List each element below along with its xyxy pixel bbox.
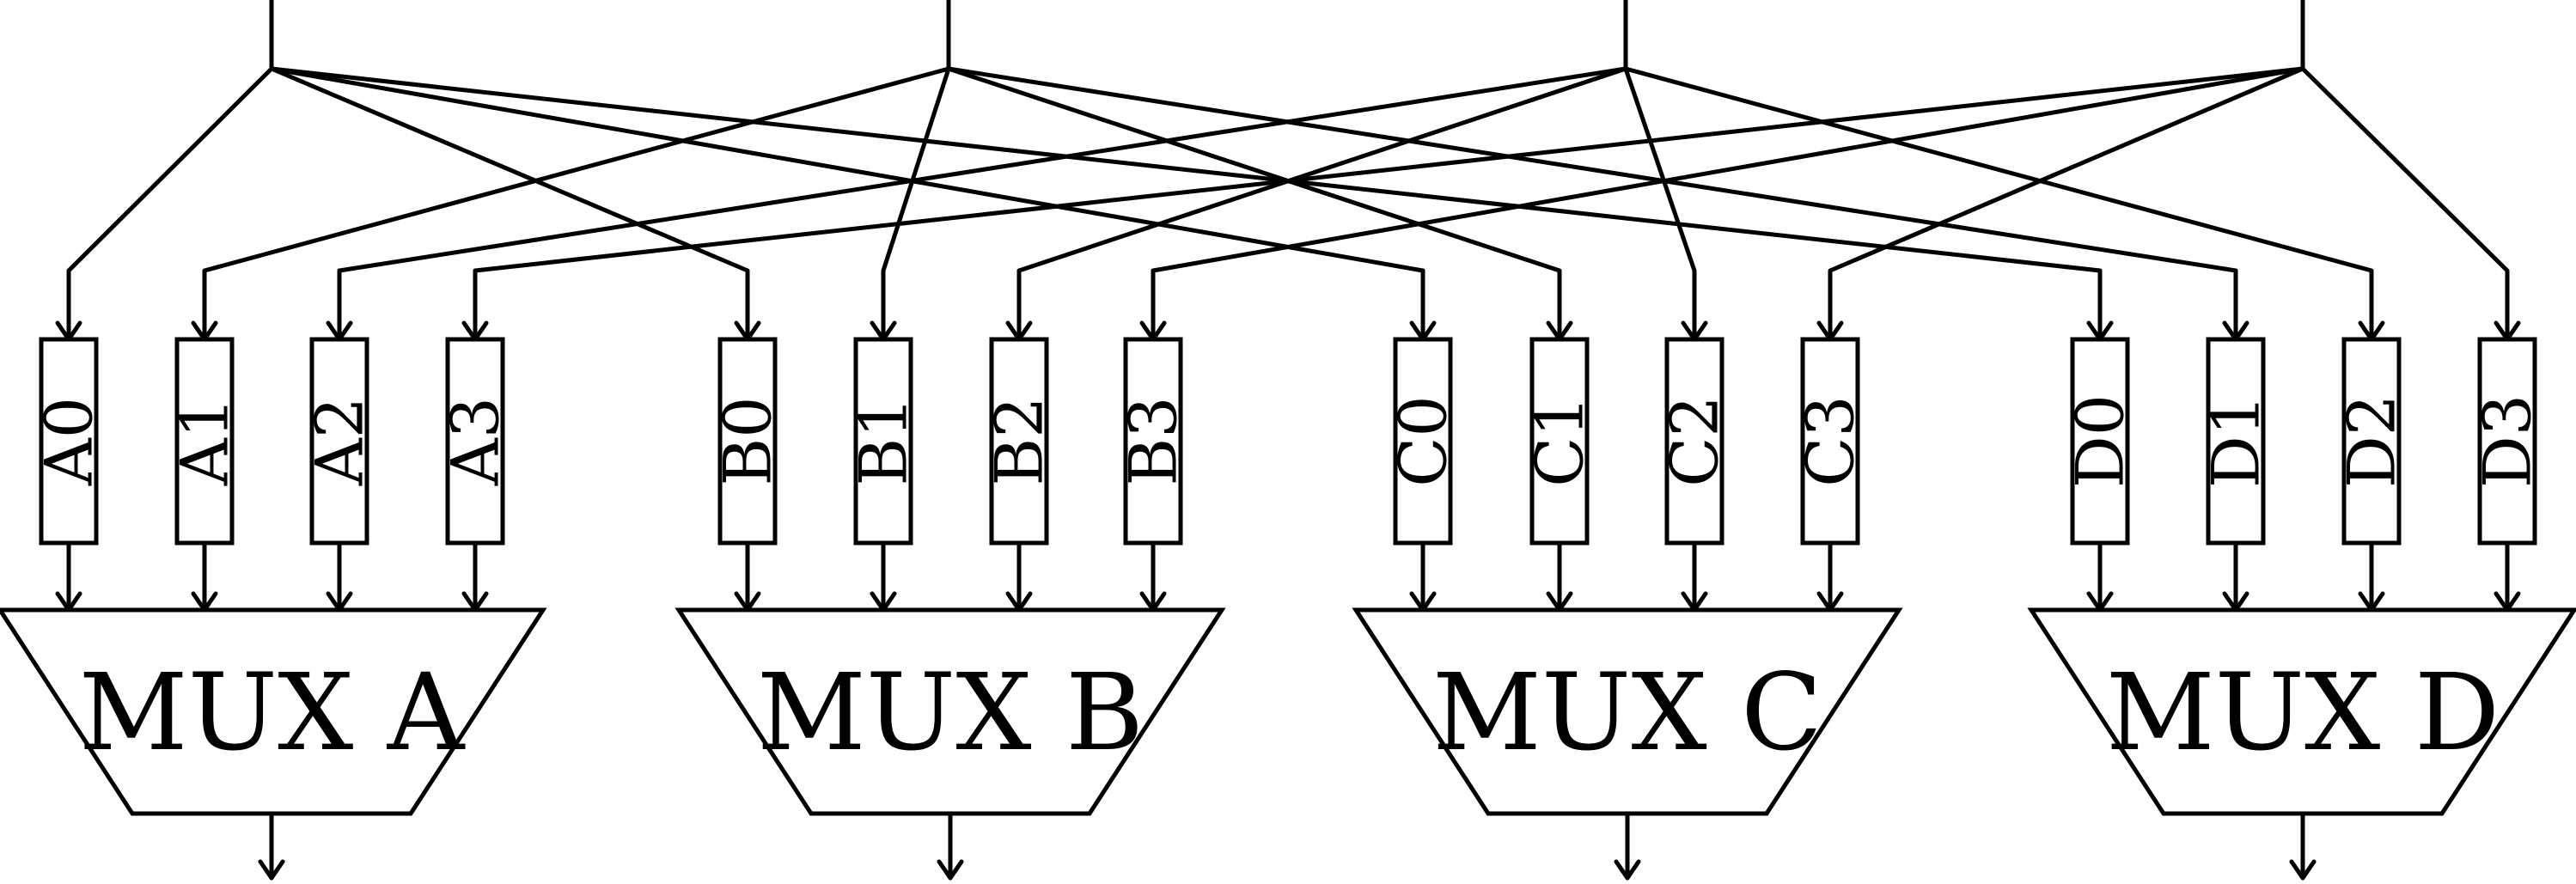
register-box (39, 337, 99, 546)
register-label: D1 (2198, 394, 2274, 488)
register-box (2477, 337, 2537, 546)
register-label: B0 (710, 396, 786, 485)
mux-shape (2027, 607, 2576, 816)
register-label: C3 (1792, 395, 1869, 487)
register-label: B1 (845, 396, 922, 485)
register-box (174, 337, 235, 546)
fanout-wire (881, 66, 951, 342)
register-box (717, 337, 778, 546)
fanout-wire (946, 66, 1562, 342)
register-label: D2 (2334, 394, 2410, 488)
register-label: A1 (167, 397, 243, 486)
register-box (1123, 337, 1183, 546)
mux-shape (675, 607, 1226, 816)
arrowhead (2289, 859, 2317, 881)
register-label: D3 (2469, 394, 2546, 488)
register-label: C1 (1522, 395, 1598, 487)
register-box (309, 337, 369, 546)
register-box (2070, 337, 2130, 546)
fanout-wire (1016, 66, 1628, 342)
mux-label: MUX A (79, 651, 466, 775)
fanout-wire (473, 66, 2305, 342)
register-boxes: A0 A1 A2 A3 B0 B1 B2 B3 C0 C1 C2 C3 D0 D1 D2 D3 (31, 337, 2546, 546)
register-label: D0 (2062, 394, 2139, 488)
arrowhead (1614, 859, 1641, 881)
register-box (853, 337, 913, 546)
fanout-wire (66, 66, 274, 342)
mux-shape (1352, 607, 1903, 816)
arrowhead (258, 859, 285, 881)
register-box (1393, 337, 1453, 546)
fanout-wire (337, 66, 1628, 342)
mux-label: MUX C (1432, 651, 1822, 775)
wires (55, 0, 2521, 881)
multiplexers: MUX A MUX B MUX C MUX D (0, 607, 2576, 816)
fanout-wire (202, 66, 951, 342)
fanout-wire (2300, 66, 2510, 342)
fanout-wire (1828, 66, 2305, 342)
register-label: A2 (302, 397, 378, 486)
mux-shape (0, 607, 547, 816)
register-box (1800, 337, 1860, 546)
register-label: C0 (1385, 395, 1462, 487)
register-label: B2 (981, 396, 1058, 485)
fanout-wire (1623, 66, 2374, 342)
register-box (445, 337, 505, 546)
register-label: A0 (31, 397, 107, 486)
fanout-wire (269, 66, 750, 342)
register-box (989, 337, 1049, 546)
fanout-wire (269, 66, 2103, 342)
register-box (1529, 337, 1590, 546)
arrowhead (937, 859, 964, 881)
register-label: A3 (437, 397, 514, 486)
mux-label: MUX B (757, 651, 1144, 775)
register-box (2206, 337, 2266, 546)
fanout-wire (946, 66, 2238, 342)
fanout-wire (1151, 66, 2305, 342)
fanout-wire (269, 66, 1425, 342)
register-box (1664, 337, 1724, 546)
register-label: C2 (1657, 395, 1733, 487)
register-label: B3 (1115, 396, 1192, 485)
register-box (2341, 337, 2402, 546)
fanout-wire (1623, 66, 1697, 342)
mux-label: MUX D (2106, 651, 2500, 775)
